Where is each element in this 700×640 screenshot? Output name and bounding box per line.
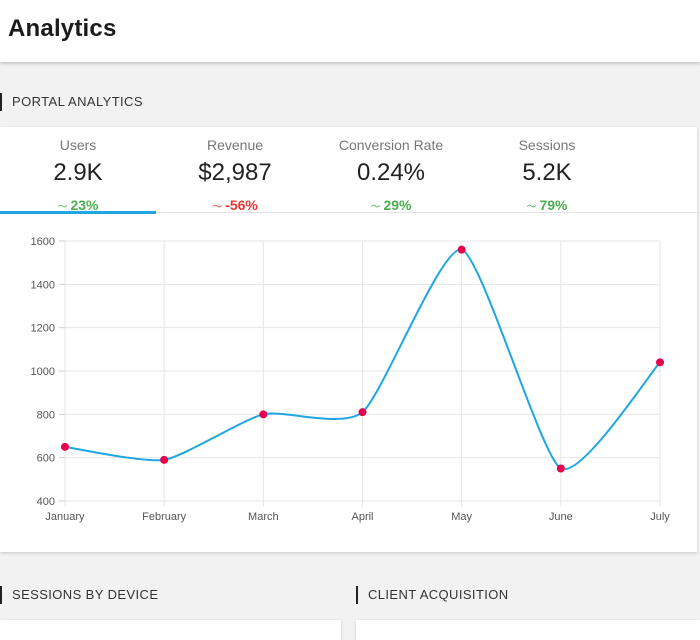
x-tick-label: July (650, 511, 670, 523)
kpi-tabs: Users 2.9K 〜 23% Revenue $2,987 〜 -56% Con… (0, 127, 700, 214)
page-title: Analytics (8, 15, 117, 42)
data-point-january[interactable] (61, 442, 69, 451)
data-point-february[interactable] (160, 455, 169, 464)
x-tick-label: June (549, 511, 573, 523)
sessions-by-device-card (0, 620, 341, 640)
kpi-tab-users[interactable]: Users 2.9K 〜 23% (0, 127, 156, 214)
portal-analytics-card: Users 2.9K 〜 23% Revenue $2,987 〜 -56% Con… (0, 127, 700, 552)
kpi-value: $2,987 (198, 159, 272, 186)
data-point-june[interactable] (556, 464, 565, 473)
x-tick-label: April (351, 511, 373, 523)
trend-up-icon: 〜 (526, 202, 537, 213)
kpi-label: Sessions (518, 137, 576, 153)
x-tick-label: January (45, 511, 85, 523)
trend-up-icon: 〜 (370, 202, 381, 213)
kpi-label: Users (59, 137, 97, 153)
kpi-value: 2.9K (53, 159, 103, 186)
y-tick-label: 1600 (31, 236, 55, 248)
kpi-value: 0.24% (356, 159, 426, 186)
top-app-bar: Analytics (0, 0, 700, 62)
y-tick-label: 1400 (31, 279, 55, 291)
kpi-tab-sessions[interactable]: Sessions 5.2K 〜 79% (469, 127, 625, 213)
kpi-value: 5.2K (522, 159, 572, 186)
client-acquisition-heading: CLIENT ACQUISITION (356, 586, 509, 604)
kpi-label: Revenue (206, 137, 264, 153)
x-tick-label: March (248, 511, 279, 523)
y-tick-label: 600 (37, 453, 55, 465)
kpi-tab-revenue[interactable]: Revenue $2,987 〜 -56% (157, 127, 313, 213)
client-acquisition-card (356, 620, 700, 640)
users-line-chart: 400 600 800 1000 1200 1400 1600 January Februar… (31, 236, 671, 523)
x-tick-label: February (142, 511, 187, 523)
data-point-may[interactable] (457, 245, 466, 254)
y-tick-label: 1200 (31, 323, 55, 335)
kpi-change: 〜 29% (370, 197, 412, 213)
trend-down-icon: 〜 (212, 202, 223, 213)
kpi-change: 〜 79% (526, 197, 568, 213)
kpi-change: 〜 23% (57, 197, 99, 213)
y-tick-label: 800 (37, 409, 55, 421)
data-point-april[interactable] (358, 408, 367, 417)
x-tick-label: May (451, 511, 472, 523)
y-tick-label: 1000 (31, 366, 55, 378)
sessions-by-device-heading: SESSIONS BY DEVICE (0, 586, 158, 604)
kpi-change: 〜 -56% (212, 197, 258, 213)
data-point-july[interactable] (656, 358, 664, 367)
data-point-march[interactable] (259, 410, 268, 419)
kpi-tab-conversion-rate[interactable]: Conversion Rate 0.24% 〜 29% (313, 127, 469, 213)
portal-analytics-heading: PORTAL ANALYTICS (0, 93, 143, 111)
trend-up-icon: 〜 (57, 202, 68, 213)
kpi-label: Conversion Rate (338, 137, 444, 153)
y-tick-label: 400 (37, 496, 55, 508)
